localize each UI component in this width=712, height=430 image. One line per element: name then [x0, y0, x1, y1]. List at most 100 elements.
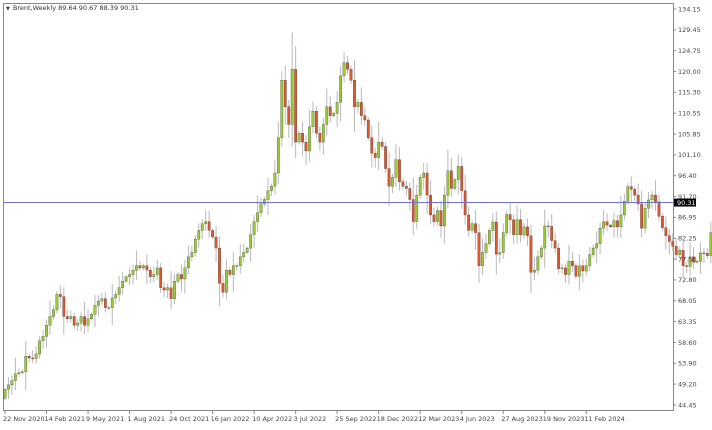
candle[interactable]	[187, 245, 190, 275]
candle[interactable]	[204, 210, 208, 231]
candle[interactable]	[425, 163, 429, 214]
candle[interactable]	[346, 56, 349, 74]
candle[interactable]	[567, 244, 571, 285]
candle[interactable]	[321, 117, 325, 155]
candle[interactable]	[539, 245, 543, 260]
candle[interactable]	[519, 209, 522, 243]
candle[interactable]	[616, 215, 619, 238]
candle[interactable]	[290, 32, 294, 148]
candle[interactable]	[550, 213, 554, 249]
candle[interactable]	[401, 178, 405, 190]
candle[interactable]	[470, 220, 474, 234]
candle[interactable]	[14, 357, 17, 391]
candle[interactable]	[494, 211, 498, 275]
candle[interactable]	[107, 305, 111, 311]
candle[interactable]	[103, 291, 107, 313]
candle[interactable]	[17, 368, 21, 377]
candle[interactable]	[612, 212, 616, 238]
candle[interactable]	[135, 250, 138, 280]
candle[interactable]	[602, 209, 605, 236]
candle[interactable]	[356, 98, 360, 114]
candle[interactable]	[128, 267, 131, 286]
candle[interactable]	[214, 225, 218, 262]
candle[interactable]	[45, 319, 48, 348]
candle[interactable]	[688, 242, 692, 276]
candle[interactable]	[249, 223, 253, 262]
candle[interactable]	[190, 245, 194, 262]
candle[interactable]	[650, 190, 654, 209]
candle[interactable]	[273, 159, 277, 195]
candle[interactable]	[522, 222, 526, 239]
candle[interactable]	[695, 259, 699, 264]
candle[interactable]	[609, 223, 612, 229]
candle[interactable]	[667, 229, 671, 255]
candle[interactable]	[315, 106, 318, 139]
candle[interactable]	[373, 147, 377, 168]
candle[interactable]	[142, 263, 145, 271]
candle[interactable]	[332, 111, 336, 118]
candle[interactable]	[654, 180, 657, 211]
candle[interactable]	[498, 238, 502, 263]
candle[interactable]	[619, 196, 623, 239]
candle[interactable]	[529, 224, 533, 293]
candle[interactable]	[546, 220, 550, 238]
candle[interactable]	[363, 107, 367, 126]
candle[interactable]	[488, 227, 491, 247]
candle[interactable]	[159, 262, 163, 293]
candle[interactable]	[318, 126, 322, 151]
candle[interactable]	[512, 214, 515, 245]
candle[interactable]	[598, 222, 602, 255]
candle[interactable]	[588, 246, 592, 271]
candle[interactable]	[90, 312, 93, 321]
candle[interactable]	[678, 247, 682, 258]
candle[interactable]	[20, 369, 24, 375]
candle[interactable]	[148, 266, 152, 283]
candle[interactable]	[200, 219, 204, 239]
candle[interactable]	[211, 228, 214, 240]
candle[interactable]	[657, 194, 661, 222]
candle[interactable]	[328, 96, 332, 123]
candle[interactable]	[93, 295, 97, 328]
candle[interactable]	[446, 149, 450, 209]
candle[interactable]	[474, 209, 477, 250]
candle[interactable]	[34, 346, 38, 364]
candle[interactable]	[169, 271, 173, 310]
candle[interactable]	[508, 203, 512, 234]
candle[interactable]	[674, 238, 678, 261]
candle[interactable]	[626, 183, 630, 205]
candle[interactable]	[180, 264, 183, 292]
candle[interactable]	[235, 263, 239, 271]
candle[interactable]	[491, 212, 495, 242]
candle[interactable]	[117, 275, 121, 302]
candle[interactable]	[353, 59, 356, 133]
candle[interactable]	[100, 293, 104, 305]
candle[interactable]	[308, 109, 311, 162]
candle[interactable]	[370, 125, 374, 168]
candle[interactable]	[280, 71, 284, 147]
candle[interactable]	[221, 274, 225, 298]
candle[interactable]	[636, 183, 640, 211]
candle[interactable]	[405, 180, 408, 196]
candle[interactable]	[294, 46, 297, 159]
candle[interactable]	[408, 182, 412, 211]
candle[interactable]	[415, 184, 419, 229]
candle[interactable]	[685, 262, 688, 273]
candle[interactable]	[647, 191, 650, 219]
candle[interactable]	[629, 176, 633, 203]
candle[interactable]	[207, 210, 211, 238]
candle[interactable]	[394, 144, 398, 187]
candle[interactable]	[124, 275, 128, 283]
candle[interactable]	[709, 221, 712, 264]
candle[interactable]	[605, 213, 609, 231]
candle[interactable]	[287, 99, 291, 139]
candle[interactable]	[65, 309, 69, 324]
candle[interactable]	[481, 237, 484, 275]
dropdown-triangle-icon[interactable]: ▼	[6, 6, 10, 12]
candle[interactable]	[681, 240, 685, 278]
candle[interactable]	[97, 295, 100, 317]
candle[interactable]	[304, 134, 308, 165]
candle[interactable]	[138, 261, 142, 271]
candle[interactable]	[366, 117, 370, 141]
candle[interactable]	[622, 193, 626, 221]
candle[interactable]	[501, 223, 505, 259]
